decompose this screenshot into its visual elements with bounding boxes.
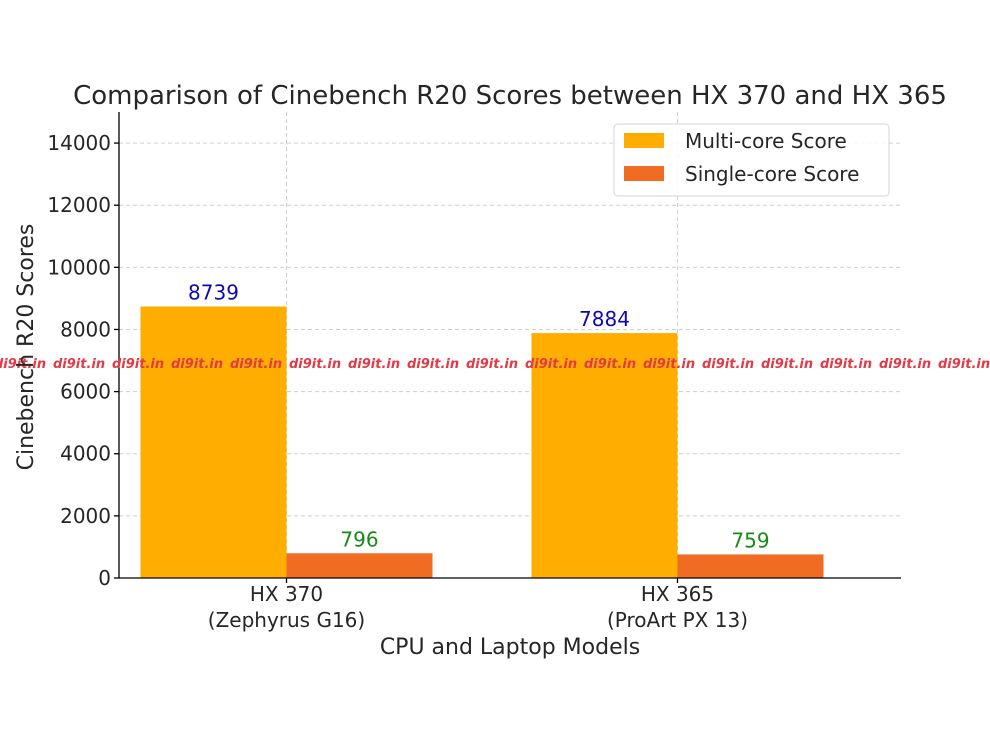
watermark-text: di9it.in (879, 357, 931, 372)
y-tick-label: 2000 (60, 504, 111, 528)
data-label: 7884 (579, 307, 630, 331)
watermark-text: di9it.in (230, 357, 282, 372)
data-label: 759 (731, 528, 769, 552)
x-axis-label: CPU and Laptop Models (380, 635, 640, 660)
legend-swatch (624, 166, 664, 181)
watermark-text: di9it.in (938, 357, 990, 372)
data-label: 796 (340, 527, 378, 551)
bar-single-core-score (286, 553, 433, 578)
x-tick-label: (Zephyrus G16) (208, 608, 365, 632)
bar-single-core-score (677, 554, 824, 578)
x-tick-label: HX 370 (250, 582, 323, 606)
watermark-text: di9it.in (171, 357, 223, 372)
watermark-text: di9it.in (466, 357, 518, 372)
y-tick-label: 6000 (60, 380, 111, 404)
watermark-text: di9it.in (525, 357, 577, 372)
legend-label: Multi-core Score (685, 129, 847, 153)
y-tick-label: 12000 (47, 193, 111, 217)
data-label: 8739 (188, 281, 239, 305)
data-labels: 8739 796 7884 759 (188, 281, 770, 553)
watermark-text: di9it.in (348, 357, 400, 372)
watermark-text: di9it.in (407, 357, 459, 372)
watermark-text: di9it.in (112, 357, 164, 372)
legend-label: Single-core Score (685, 162, 859, 186)
watermark: di9it.in di9it.in di9it.in di9it.in di9it.in… (0, 357, 990, 372)
x-tick-label: (ProArt PX 13) (607, 608, 748, 632)
axes: 0 2000 4000 6000 8000 10000 12000 14000 HX 370(Z… (47, 112, 901, 632)
y-tick-label: 0 (98, 566, 111, 590)
y-tick-label: 14000 (47, 131, 111, 155)
watermark-text: di9it.in (761, 357, 813, 372)
bar-multi-core-score (140, 306, 287, 578)
x-tick-label: HX 365 (641, 582, 714, 606)
watermark-text: di9it.in (820, 357, 872, 372)
watermark-text: di9it.in (289, 357, 341, 372)
watermark-text: di9it.in (702, 357, 754, 372)
legend-box (613, 123, 890, 197)
bars (140, 306, 824, 578)
watermark-text: di9it.in (53, 357, 105, 372)
y-axis-label: Cinebench R20 Scores (14, 224, 39, 471)
y-tick-label: 8000 (60, 317, 111, 341)
y-tick-label: 4000 (60, 442, 111, 466)
y-tick-label: 10000 (47, 255, 111, 279)
legend: Multi-core Score Single-core Score (613, 123, 890, 197)
chart-title: Comparison of Cinebench R20 Scores betwe… (73, 81, 947, 111)
watermark-text: di9it.in (643, 357, 695, 372)
watermark-text: di9it.in (584, 357, 636, 372)
legend-swatch (624, 133, 664, 148)
bar-multi-core-score (531, 333, 678, 578)
watermark-text: di9it.in (0, 357, 46, 372)
